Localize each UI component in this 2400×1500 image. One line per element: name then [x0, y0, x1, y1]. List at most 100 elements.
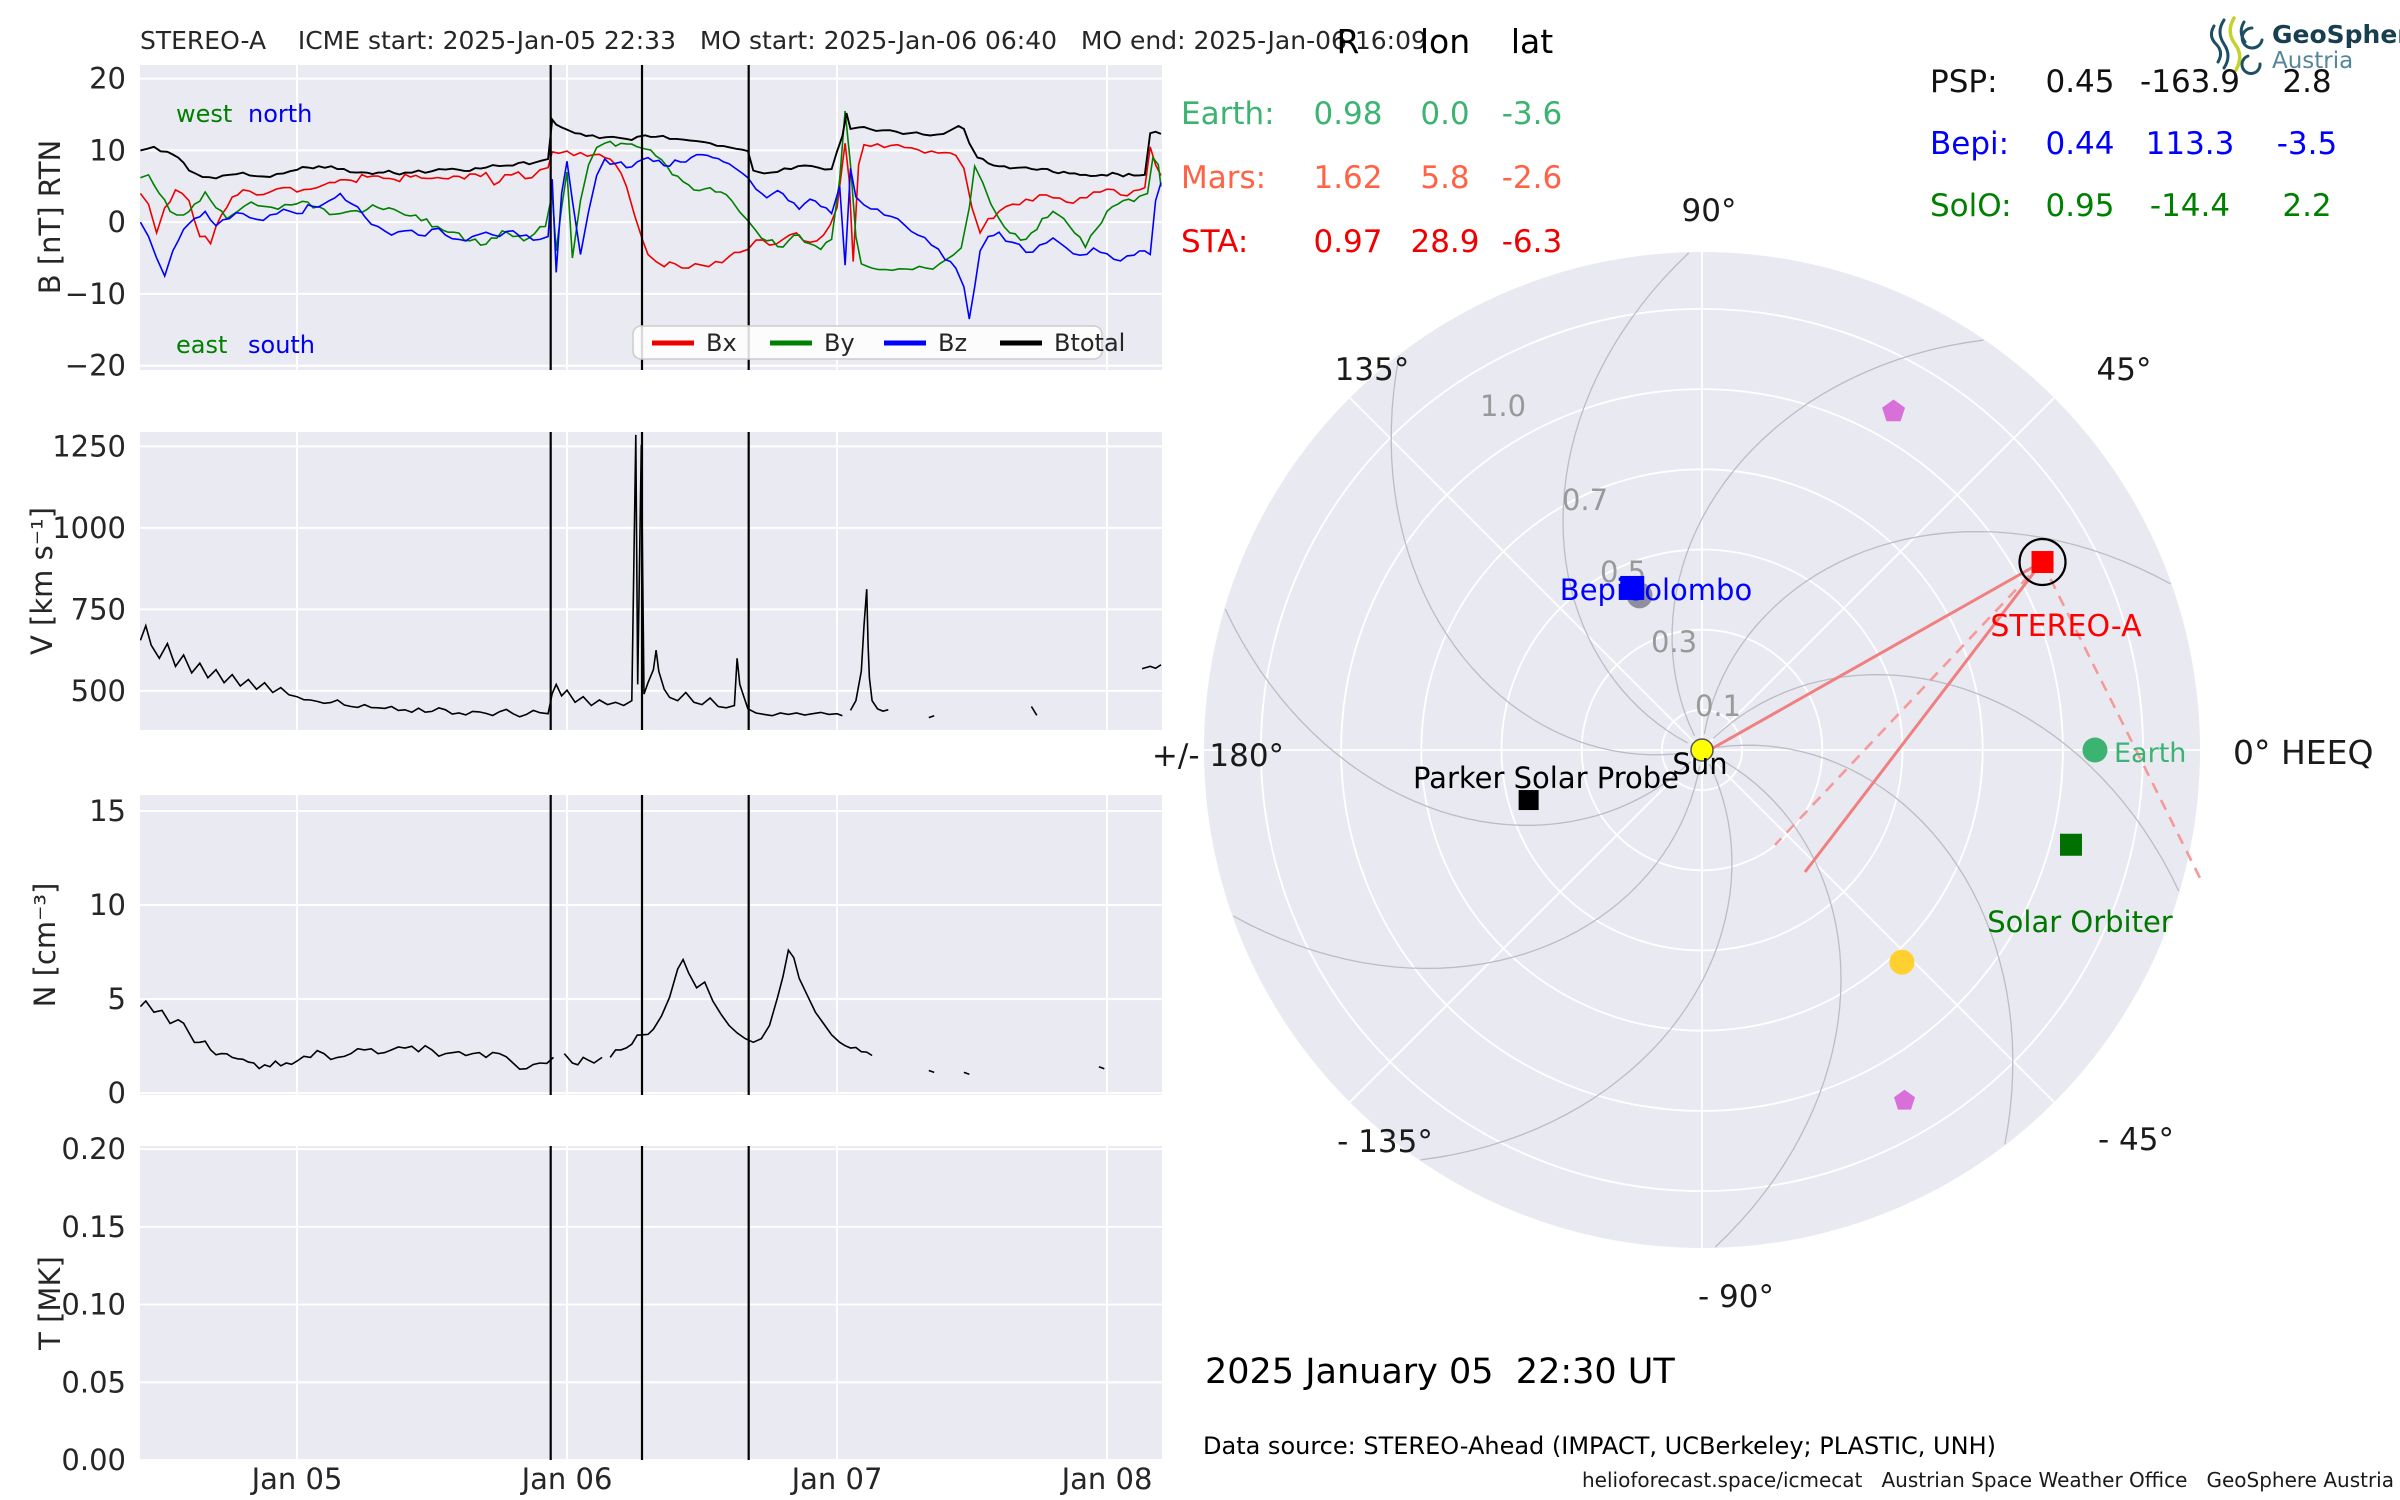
series-Bz: [140, 153, 1162, 320]
table-row-label: Bepi:: [1930, 126, 2010, 162]
table-row-r: 1.62: [1313, 160, 1383, 196]
table-row-lat: -6.3: [1501, 224, 1563, 260]
parker-spiral: [1712, 674, 2180, 892]
svg-text:0: 0: [108, 1076, 126, 1110]
table-header-r: R: [1336, 22, 1360, 61]
cme-line-solid: [1705, 560, 2043, 754]
parker-spiral: [1703, 530, 2172, 735]
angle-label: +/- 180°: [1152, 738, 1284, 774]
legend-label-Bx: Bx: [706, 329, 737, 357]
marker-venus: [1889, 949, 1915, 975]
parker-spiral: [1224, 608, 1692, 826]
angle-label: - 135°: [1337, 1124, 1433, 1160]
svg-text:0.20: 0.20: [61, 1132, 126, 1166]
plot-title: STEREO-A ICME start: 2025-Jan-05 22:33 M…: [140, 26, 1427, 55]
series-N: [140, 999, 555, 1071]
radial-label: 0.1: [1695, 689, 1741, 723]
label-earth: Earth: [2114, 738, 2186, 769]
cme-line-solid: [1803, 561, 2044, 873]
table-row-label: PSP:: [1930, 64, 1998, 100]
parker-spiral: [1420, 763, 1733, 1161]
label-bepicolombo: BepiColombo: [1560, 573, 1752, 607]
table-row-lat: -3.6: [1501, 96, 1563, 132]
table-row-label: SolO:: [1930, 188, 2012, 224]
marker-bepicolombo: BepiColombo: [1560, 573, 1752, 607]
series-N: [609, 948, 873, 1058]
geosphere-logo-icon: [2209, 16, 2264, 75]
svg-text:0.10: 0.10: [61, 1288, 126, 1322]
table-row-lon: 28.9: [1410, 224, 1480, 260]
table-row-lat: -3.5: [2276, 126, 2338, 162]
table-row-label: Mars:: [1181, 160, 1267, 196]
ylabel-B: B [nT] RTN: [33, 140, 67, 295]
svg-text:10: 10: [89, 888, 126, 922]
svg-text:1250: 1250: [52, 429, 126, 463]
series-By: [140, 110, 1162, 272]
data-source: Data source: STEREO-Ahead (IMPACT, UCBer…: [1203, 1432, 1996, 1460]
marker-pentagon-se: [1894, 1089, 1915, 1110]
ylabel-N: N [cm⁻³]: [28, 883, 62, 1008]
series-V: [928, 714, 935, 719]
svg-text:1000: 1000: [52, 511, 126, 545]
svg-text:15: 15: [89, 794, 126, 828]
angle-label: 90°: [1682, 193, 1737, 229]
annotation-south: south: [248, 331, 315, 359]
marker-psp: Parker Solar Probe: [1413, 761, 1679, 811]
label-psp: Parker Solar Probe: [1413, 761, 1679, 795]
table-row-r: 0.95: [2045, 188, 2115, 224]
parker-spiral: [1671, 339, 1984, 737]
svg-text:500: 500: [71, 674, 126, 708]
panel-B: −20 −10 0 10 20 B [nT] RTN west north east south B…: [33, 62, 1162, 383]
credit-line: helioforecast.space/icmecat Austrian Spa…: [1581, 1468, 2394, 1492]
legend-label-Bz: Bz: [938, 329, 967, 357]
radial-label: 0.3: [1651, 625, 1697, 659]
table-header-lon: lon: [1419, 22, 1471, 61]
table-row-r: 0.44: [2045, 126, 2115, 162]
x-tick-label: Jan 05: [250, 1462, 343, 1496]
series-N: [963, 1071, 970, 1076]
svg-text:20: 20: [89, 62, 126, 96]
legend-label-By: By: [824, 329, 855, 357]
series-V: [1030, 706, 1038, 716]
series-V: [1141, 664, 1162, 670]
parker-spiral: [1562, 252, 1690, 744]
table-row-r: 0.98: [1313, 96, 1383, 132]
radial-label: 1.0: [1480, 389, 1526, 423]
map-datetime: 2025 January 05 22:30 UT: [1205, 1352, 1675, 1392]
series-Bx: [140, 143, 1162, 269]
marker-sun: Sun: [1672, 738, 1728, 781]
table-row-lon: -14.4: [2149, 188, 2231, 224]
table-row-lon: -163.9: [2140, 64, 2240, 100]
panel-V: 500 750 1000 1250 V [km s⁻¹]: [25, 429, 1162, 730]
svg-text:5: 5: [108, 982, 126, 1016]
svg-text:0.15: 0.15: [61, 1210, 126, 1244]
series-N: [563, 1053, 603, 1066]
table-row-lon: 5.8: [1420, 160, 1470, 196]
series-Btotal: [140, 112, 1162, 180]
radial-label: 0.7: [1562, 483, 1608, 517]
angle-label: - 45°: [2098, 1122, 2174, 1158]
svg-text:0.00: 0.00: [61, 1443, 126, 1477]
table-row-lat: -2.6: [1501, 160, 1563, 196]
marker-pentagon-ne: [1882, 399, 1905, 422]
label-sun: Sun: [1672, 747, 1727, 781]
series-N: [1098, 1066, 1105, 1070]
series-N: [928, 1069, 935, 1074]
table-row-lat: 2.8: [2282, 64, 2332, 100]
svg-text:−20: −20: [65, 349, 126, 383]
ylabel-T: T [MK]: [33, 1256, 67, 1351]
angle-label: 135°: [1335, 352, 1410, 388]
parker-spiral: [1717, 744, 2014, 1145]
annotation-west: west: [176, 100, 232, 128]
series-V: [140, 434, 843, 718]
angle-label: - 90°: [1698, 1279, 1774, 1315]
parker-spiral: [1390, 355, 1687, 756]
polar-plot: 1.00.70.50.30.190°45°135°0° HEEQ+/- 180°…: [1152, 193, 2374, 1315]
ylabel-V: V [km s⁻¹]: [25, 507, 59, 655]
label-solar-orbiter: Solar Orbiter: [1987, 905, 2173, 939]
marker-earth: Earth: [2082, 737, 2186, 769]
x-tick-label: Jan 06: [520, 1462, 613, 1496]
panel-N: 0 5 10 15 N [cm⁻³]: [28, 794, 1162, 1110]
